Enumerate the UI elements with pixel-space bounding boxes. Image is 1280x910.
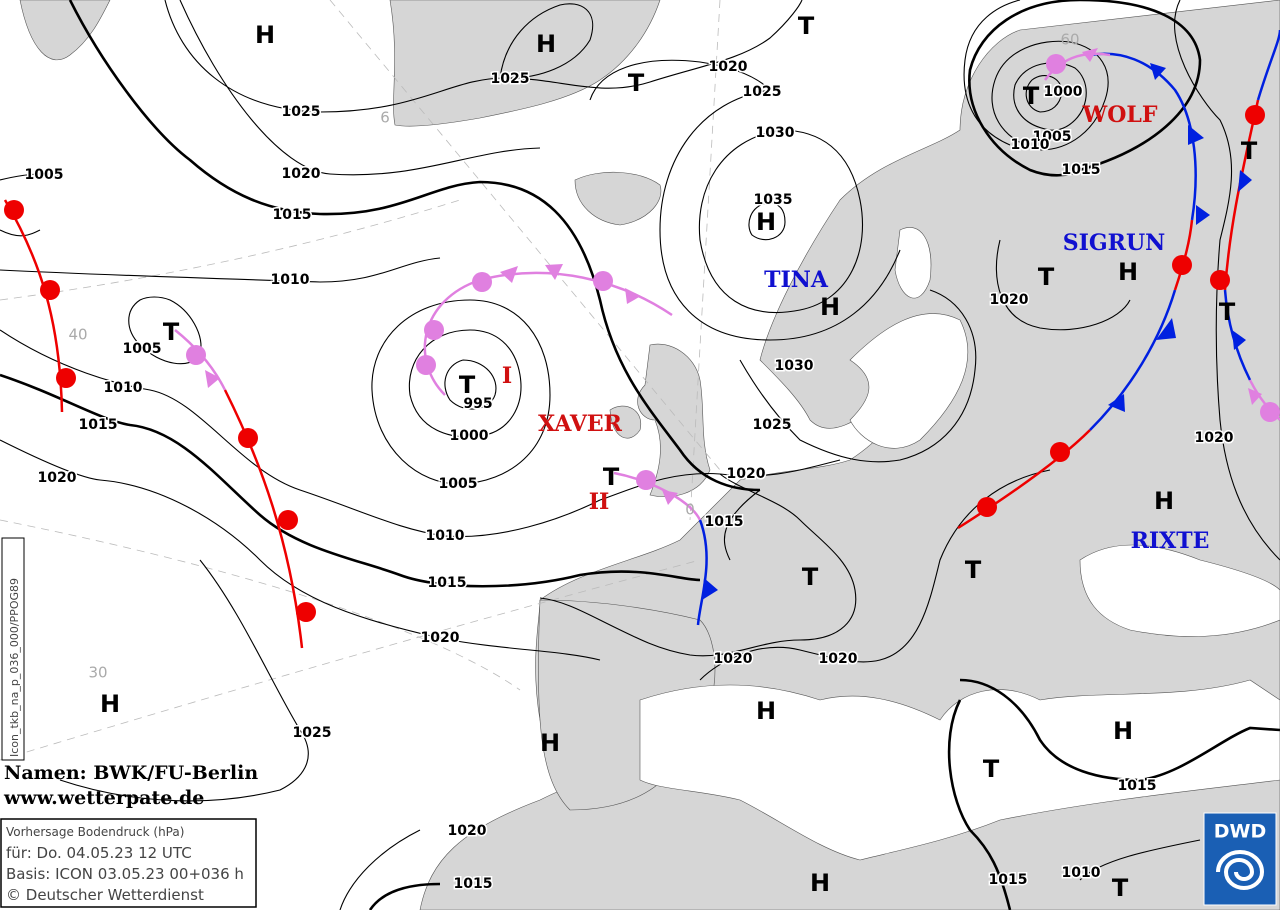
- isobar-label: 1015: [1062, 162, 1101, 178]
- system-name: SIGRUN: [1063, 230, 1166, 256]
- isobar-label: 1015: [705, 514, 744, 530]
- pressure-center: T: [802, 563, 819, 591]
- pressure-center: H: [756, 208, 776, 236]
- grid-label: 60: [1060, 31, 1079, 49]
- credit: Namen: BWK/FU-Berlin: [4, 762, 258, 784]
- isobar-label: 1020: [38, 470, 77, 486]
- isobar-label: 1010: [271, 272, 310, 288]
- isobar-label: 1005: [1033, 129, 1072, 145]
- info-line: Vorhersage Bodendruck (hPa): [6, 825, 184, 839]
- side-label: Icon_tkb_na_p_036_000/PPOG89: [8, 578, 21, 757]
- isobar-label: 1025: [282, 104, 321, 120]
- system-name: RIXTE: [1131, 528, 1210, 554]
- system-name: II: [589, 489, 610, 515]
- pressure-center: T: [983, 755, 1000, 783]
- isobar-label: 1030: [756, 125, 795, 141]
- isobar-label: 1015: [1118, 778, 1157, 794]
- isobar-label: 1020: [282, 166, 321, 182]
- isobar-label: 1010: [104, 380, 143, 396]
- grid-label: 30: [88, 664, 107, 682]
- system-name: WOLF: [1082, 102, 1158, 128]
- pressure-center: T: [965, 556, 982, 584]
- isobar-label: 1015: [454, 876, 493, 892]
- system-name: XAVER: [538, 411, 623, 437]
- pressure-center: H: [1113, 717, 1133, 745]
- isobar-label: 1015: [428, 575, 467, 591]
- pressure-center: T: [459, 371, 476, 399]
- graticule: [0, 0, 721, 761]
- pressure-center: H: [255, 21, 275, 49]
- isobar-label: 1020: [421, 630, 460, 646]
- grid-label: 6: [380, 109, 390, 127]
- isobar-label: 1000: [450, 428, 489, 444]
- isobar-label: 1005: [439, 476, 478, 492]
- isobar-label: 1020: [727, 466, 766, 482]
- info-line: für: Do. 04.05.23 12 UTC: [6, 844, 192, 862]
- grid-label: 40: [68, 326, 87, 344]
- credit: www.wetterpate.de: [3, 787, 204, 809]
- pressure-center: T: [1219, 298, 1236, 326]
- pressure-center: H: [540, 729, 560, 757]
- pressure-center: T: [798, 12, 815, 40]
- pressure-center: H: [536, 30, 556, 58]
- pressure-center: T: [1038, 263, 1055, 291]
- isobar-label: 1025: [743, 84, 782, 100]
- pressure-center: T: [1023, 82, 1040, 110]
- grid-label: 0: [685, 501, 695, 519]
- pressure-center: H: [756, 697, 776, 725]
- pressure-center: H: [100, 690, 120, 718]
- pressure-center: T: [163, 318, 180, 346]
- isobar-label: 1005: [25, 167, 64, 183]
- isobar-label: 1025: [491, 71, 530, 87]
- system-name: TINA: [764, 267, 829, 293]
- isobar-label: 1020: [709, 59, 748, 75]
- isobar-label: 1000: [1044, 84, 1083, 100]
- isobar-label: 1010: [1062, 865, 1101, 881]
- pressure-center: H: [820, 293, 840, 321]
- pressure-center: H: [810, 869, 830, 897]
- seas: [639, 227, 1280, 861]
- isobar-label: 1010: [1011, 137, 1050, 153]
- isobar-label: 1015: [79, 417, 118, 433]
- system-name: I: [502, 363, 512, 389]
- info-line: © Deutscher Wetterdienst: [6, 886, 204, 904]
- labels: 1025 1025 1020 1025 1030 1035 1005 1020 1015 1010…: [23, 12, 1258, 902]
- logo-text: DWD: [1214, 821, 1267, 843]
- isobar-label: 1020: [714, 651, 753, 667]
- isobar-label: 1025: [293, 725, 332, 741]
- pressure-center: H: [1154, 487, 1174, 515]
- isobar-label: 1020: [990, 292, 1029, 308]
- pressure-center: T: [628, 69, 645, 97]
- side-box: [1, 537, 25, 761]
- isobar-label: 1015: [989, 872, 1028, 888]
- dwd-logo: DWD: [1203, 812, 1277, 906]
- isobar-label: 995: [463, 396, 492, 412]
- info-line: Basis: ICON 03.05.23 00+036 h: [6, 865, 244, 883]
- isobar-label: 1015: [273, 207, 312, 223]
- isobar-label: 1020: [448, 823, 487, 839]
- pressure-center: T: [1112, 874, 1129, 902]
- isobar-label: 1005: [123, 341, 162, 357]
- isobar-label: 1025: [753, 417, 792, 433]
- isobar-label: 1020: [1195, 430, 1234, 446]
- pressure-center: T: [1241, 137, 1258, 165]
- land: [19, 0, 1280, 910]
- pressure-center: T: [603, 463, 620, 491]
- isobar-label: 1020: [819, 651, 858, 667]
- isobar-label: 1010: [426, 528, 465, 544]
- pressure-center: H: [1118, 258, 1138, 286]
- info-box: [0, 818, 257, 908]
- isobar-label: 1035: [754, 192, 793, 208]
- isobar-label: 1030: [775, 358, 814, 374]
